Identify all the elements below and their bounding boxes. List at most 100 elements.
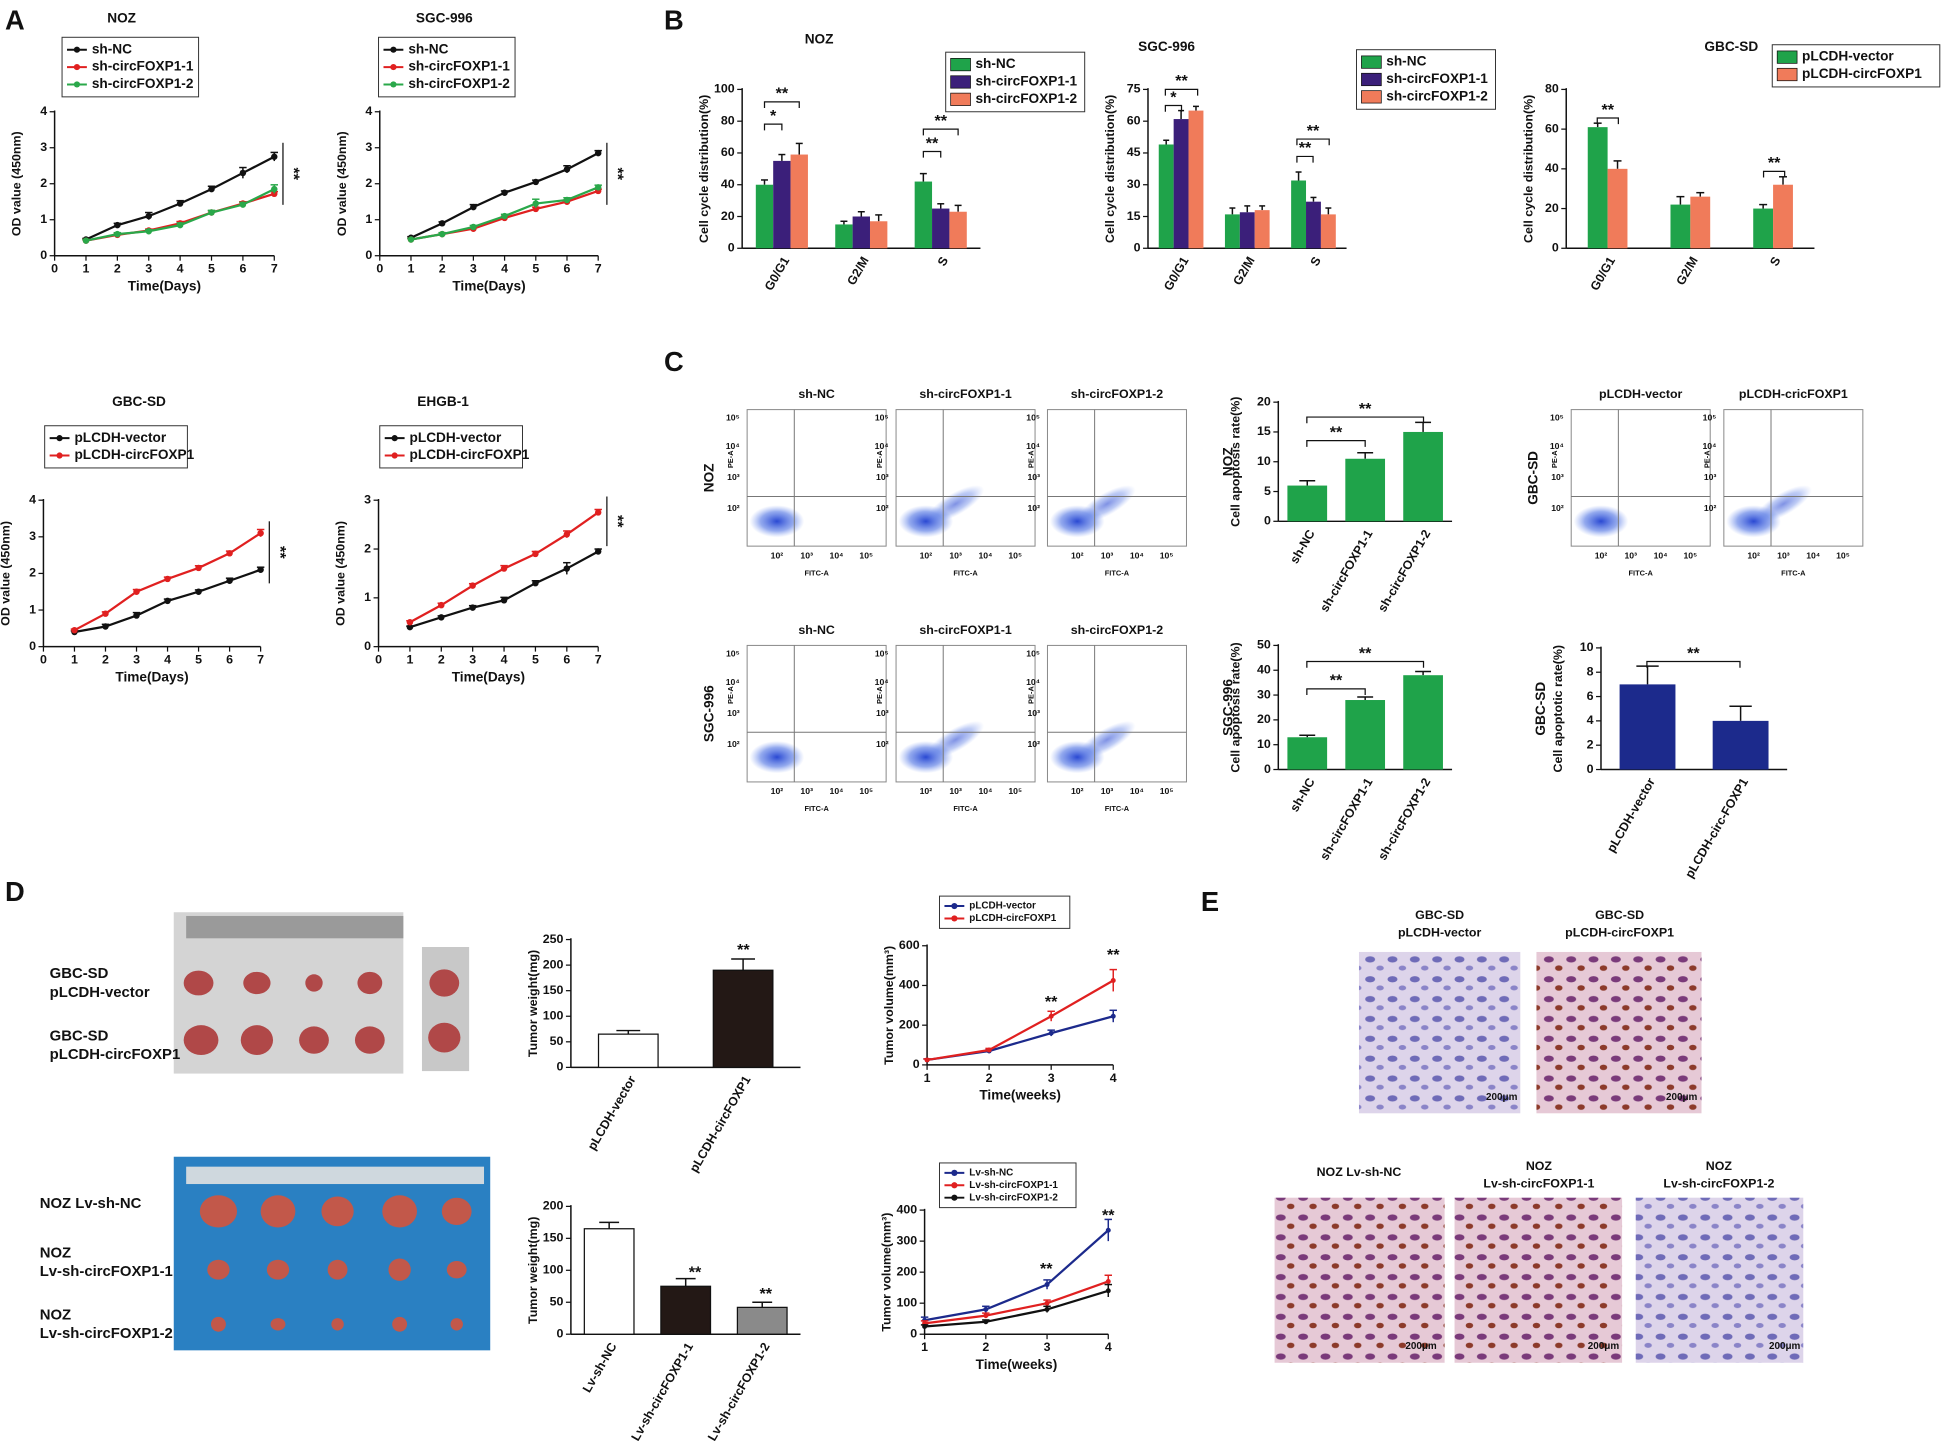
- bar: [712, 969, 774, 1068]
- x-tick-label: 10³: [1777, 550, 1790, 560]
- tumor: [428, 1022, 461, 1053]
- point: [438, 614, 445, 621]
- point: [500, 597, 508, 604]
- y-tick-label: 2: [40, 176, 47, 190]
- y-tick-label: 100: [714, 82, 735, 96]
- x-tick-label: 10³: [949, 786, 962, 796]
- x-tick-label: 2: [102, 653, 109, 667]
- x-tick-label: 10⁵: [1683, 550, 1697, 560]
- annotation: **: [1330, 672, 1343, 690]
- x-tick-label: sh-circFOXP1-2: [1375, 527, 1433, 614]
- legend-label: sh-NC: [92, 41, 132, 56]
- ihc-label: GBC-SD: [1415, 908, 1464, 922]
- y-tick-label: 3: [365, 140, 372, 154]
- annotation: **: [1307, 122, 1320, 140]
- scale-label: 200μm: [1769, 1341, 1801, 1352]
- x-tick-label: 2: [114, 262, 121, 276]
- legend-label: sh-circFOXP1-1: [408, 59, 510, 74]
- y-tick-label: 10: [1257, 737, 1271, 751]
- x-axis-label: Time(Days): [452, 278, 525, 293]
- x-tick-label: 3: [133, 653, 140, 667]
- point: [500, 565, 508, 572]
- y-tick-label: 0: [1264, 514, 1271, 528]
- y-tick-label: 10²: [727, 739, 740, 749]
- image-label: GBC-SD: [50, 1028, 109, 1044]
- y-tick-label: 40: [1257, 663, 1271, 677]
- bar: [1345, 458, 1386, 522]
- y-tick-label: 100: [896, 1295, 917, 1309]
- x-tick-label: 1: [924, 1071, 931, 1085]
- legend-label: sh-circFOXP1-1: [1386, 71, 1488, 86]
- y-axis-label: OD value (450nm): [10, 131, 24, 236]
- x-tick-label: 10³: [949, 550, 962, 560]
- point: [438, 220, 446, 227]
- ihc-label: Lv-sh-circFOXP1-2: [1663, 1176, 1774, 1190]
- y-tick-label: 60: [1127, 113, 1141, 127]
- y-tick-label: 2: [29, 566, 36, 580]
- y-tick-label: 10⁴: [1702, 441, 1716, 451]
- bar: [1403, 675, 1443, 770]
- y-tick-label: 10²: [727, 503, 740, 513]
- y-axis-label: Cell apoptosis rate(%): [1228, 642, 1242, 772]
- y-tick-label: 250: [543, 932, 564, 946]
- point: [469, 604, 476, 611]
- bar: [1239, 212, 1255, 249]
- annotation: *: [1170, 88, 1177, 106]
- point: [226, 577, 233, 584]
- annotation: **: [1107, 946, 1120, 964]
- bar: [1619, 684, 1676, 770]
- annotation: **: [737, 941, 750, 959]
- x-axis-label: FITC-A: [953, 568, 978, 577]
- y-tick-label: 0: [40, 248, 47, 262]
- y-tick-label: 10²: [876, 739, 889, 749]
- point: [470, 203, 477, 211]
- legend-label: pLCDH-circFOXP1: [410, 447, 530, 462]
- ihc-label: pLCDH-vector: [1398, 926, 1482, 940]
- point: [438, 601, 445, 609]
- point: [208, 209, 215, 216]
- y-tick-label: 0: [1587, 762, 1594, 776]
- x-tick-label: 3: [470, 262, 477, 276]
- y-tick-label: 30: [1257, 687, 1271, 701]
- annotation: **: [759, 1285, 772, 1303]
- y-axis-label: PE-A: [726, 450, 735, 468]
- legend-label: sh-circFOXP1-2: [1386, 88, 1488, 103]
- y-axis-label: Tumor volume(mm³): [882, 946, 896, 1065]
- legend-label: sh-NC: [975, 56, 1015, 71]
- y-tick-label: 20: [1257, 394, 1271, 408]
- y-axis-label: OD value (450nm): [0, 521, 12, 626]
- x-tick-label: 4: [501, 653, 508, 667]
- legend-marker: [951, 1169, 958, 1176]
- flow-title: sh-circFOXP1-1: [919, 623, 1011, 637]
- x-tick-label: 10³: [1101, 550, 1114, 560]
- x-axis-label: Time(weeks): [979, 1088, 1061, 1103]
- annotation-bracket: [922, 150, 942, 158]
- point: [1110, 1013, 1116, 1019]
- y-tick-label: 10³: [876, 472, 889, 482]
- x-tick-label: pLCDH-circ-FOXP1: [1682, 776, 1751, 881]
- annotation-bracket: [1164, 88, 1199, 96]
- flow-title: sh-circFOXP1-2: [1071, 387, 1163, 401]
- x-tick-label: 10⁴: [830, 786, 844, 796]
- y-tick-label: 10³: [1704, 472, 1717, 482]
- x-tick-label: G2/M: [1673, 254, 1700, 287]
- y-tick-label: 200: [543, 957, 564, 971]
- y-tick-label: 2: [365, 176, 372, 190]
- side-label: NOZ: [1220, 447, 1235, 476]
- x-tick-label: 3: [1044, 1340, 1051, 1354]
- point: [114, 230, 121, 238]
- y-tick-label: 10³: [1551, 472, 1564, 482]
- panel-letter: E: [1201, 886, 1219, 917]
- x-tick-label: 10²: [920, 550, 933, 560]
- bar: [1587, 127, 1608, 249]
- bar: [1712, 720, 1769, 770]
- y-tick-label: 10⁵: [1703, 413, 1717, 423]
- annotation: **: [1602, 101, 1615, 119]
- scale-label: 200μm: [1588, 1341, 1620, 1352]
- y-tick-label: 3: [364, 492, 371, 506]
- legend-label: sh-circFOXP1-2: [975, 91, 1077, 106]
- bar: [1287, 485, 1328, 522]
- chart-title: EHGB-1: [417, 394, 469, 409]
- point: [1105, 1227, 1111, 1233]
